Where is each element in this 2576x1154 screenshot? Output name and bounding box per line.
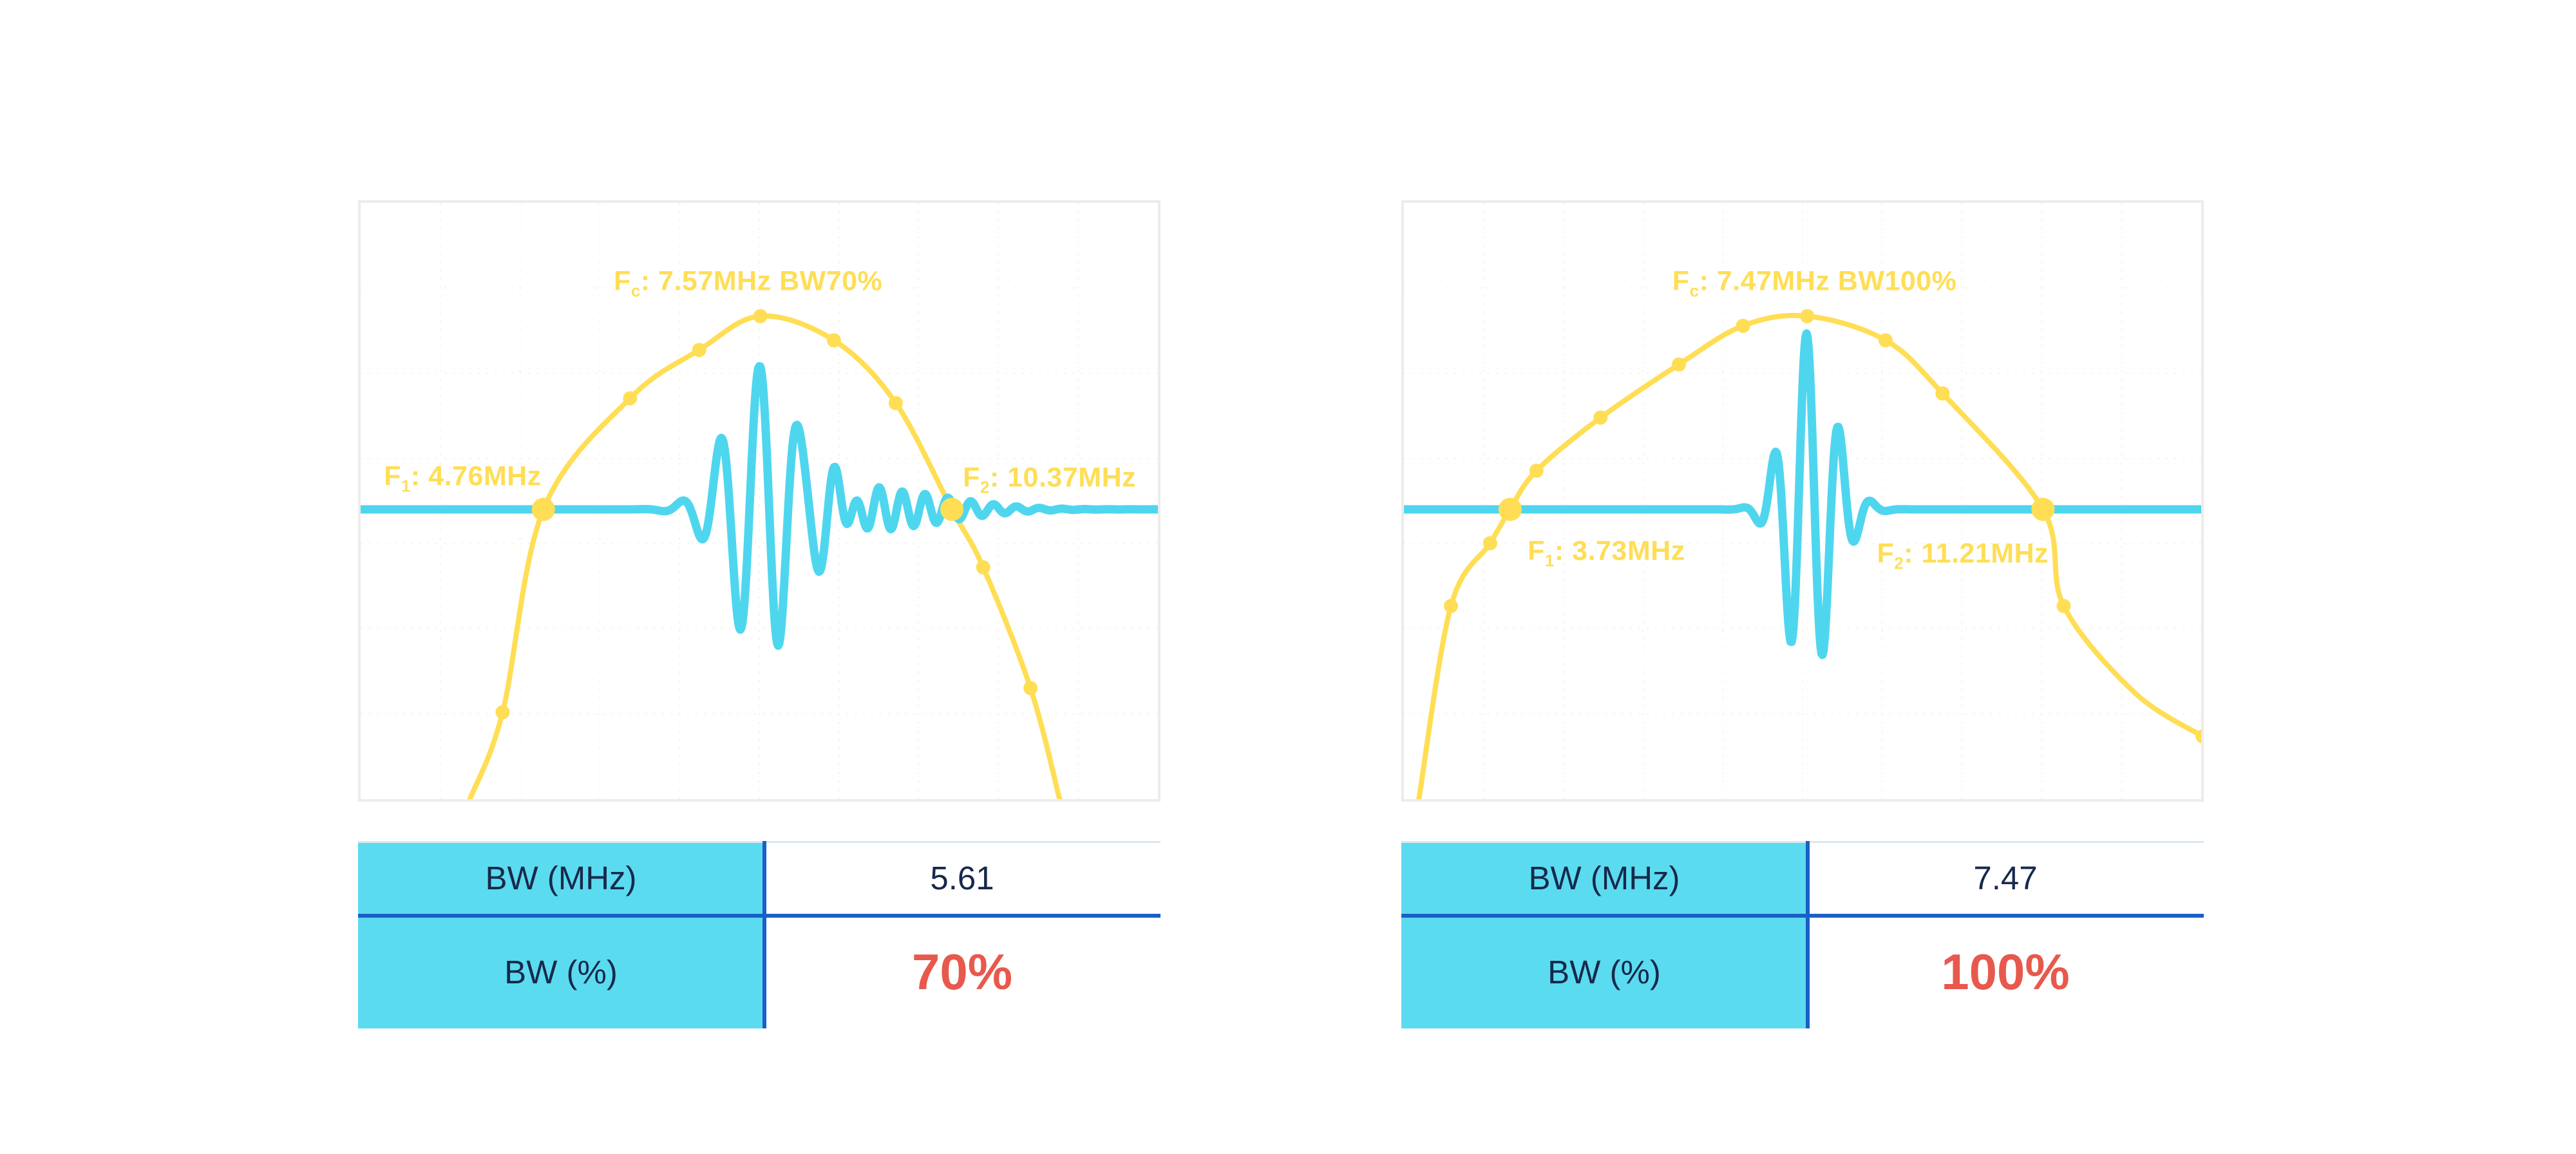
f2-value: : 11.21MHz xyxy=(1904,538,2049,569)
center-frequency-label: Fc: 7.57MHz BW70% xyxy=(614,266,882,301)
bw-mhz-label-cell: BW (MHz) xyxy=(358,841,764,915)
bandwidth-table-left: BW (MHz) 5.61 BW (%) 70% xyxy=(358,841,1160,1028)
spectrum-point xyxy=(888,395,903,410)
spectrum-point xyxy=(1529,463,1544,478)
spectrum-point xyxy=(1444,598,1459,613)
spectrum-plot-left xyxy=(361,203,1158,799)
spectrum-plot-right xyxy=(1404,203,2201,799)
bw-mhz-value-cell: 5.61 xyxy=(764,841,1160,915)
f2-subscript: 2 xyxy=(980,477,990,497)
table-column-divider xyxy=(1806,841,1810,1028)
table-middle-line xyxy=(1401,914,2204,918)
spectrum-point xyxy=(2195,729,2201,744)
f2-value: : 10.37MHz xyxy=(989,462,1137,493)
spectrum-point xyxy=(753,308,768,323)
fc-subscript: c xyxy=(630,281,641,301)
f2-prefix: F xyxy=(963,462,980,493)
spectrum-point xyxy=(1736,318,1750,333)
spectrum-point xyxy=(1482,536,1497,551)
table-top-line xyxy=(1401,841,2204,843)
spectrum-point xyxy=(1593,410,1608,425)
spectrum-point xyxy=(1023,681,1038,695)
bandwidth-table-right: BW (MHz) 7.47 BW (%) 100% xyxy=(1401,841,2204,1028)
f1-value: : 3.73MHz xyxy=(1554,535,1685,567)
table-top-line xyxy=(358,841,1160,843)
f1-subscript: 1 xyxy=(1544,551,1555,571)
spectrum-point xyxy=(2056,598,2071,613)
f1-prefix: F xyxy=(1528,535,1545,567)
table-row: BW (%) 100% xyxy=(1401,915,2204,1028)
spectrum-point xyxy=(623,391,638,406)
f2-subscript: 2 xyxy=(1894,553,1904,573)
f2-prefix: F xyxy=(1877,538,1895,569)
spectrum-chart-right: Fc: 7.47MHz BW100% F1: 3.73MHz F2: 11.21… xyxy=(1401,200,2204,802)
f1-subscript: 1 xyxy=(401,476,411,496)
spectrum-point xyxy=(1878,333,1893,348)
f1-label: F1: 3.73MHz xyxy=(1528,536,1685,571)
spectrum-point xyxy=(1800,308,1815,323)
spectrum-curve xyxy=(467,313,1063,799)
fc-subscript: c xyxy=(1689,281,1700,301)
f1-label: F1: 4.76MHz xyxy=(384,460,542,496)
table-middle-line xyxy=(358,914,1160,918)
crossing-point xyxy=(531,497,555,521)
crossing-point xyxy=(2031,497,2055,521)
spectrum-point xyxy=(976,560,990,574)
bw-mhz-value-cell: 7.47 xyxy=(1807,841,2204,915)
crossing-point xyxy=(940,497,964,521)
pulse-waveform xyxy=(1404,329,2201,659)
spectrum-point xyxy=(495,705,510,719)
center-frequency-label: Fc: 7.47MHz BW100% xyxy=(1672,266,1957,301)
bw-pct-label-cell: BW (%) xyxy=(358,915,764,1028)
f2-label: F2: 11.21MHz xyxy=(1877,538,2049,574)
spectrum-chart-left: Fc: 7.57MHz BW70% F1: 4.76MHz F2: 10.37M… xyxy=(358,200,1160,802)
bw-pct-label-cell: BW (%) xyxy=(1401,915,1807,1028)
spectrum-point xyxy=(1935,386,1950,401)
fc-value: : 7.57MHz BW70% xyxy=(640,265,883,297)
f1-value: : 4.76MHz xyxy=(410,460,542,492)
table-row: BW (MHz) 5.61 xyxy=(358,841,1160,915)
table-row: BW (MHz) 7.47 xyxy=(1401,841,2204,915)
fc-prefix: F xyxy=(1672,265,1690,297)
crossing-point xyxy=(1498,497,1522,521)
spectrum-point xyxy=(826,333,841,348)
spectrum-point xyxy=(1672,357,1687,372)
bw-pct-value-cell: 100% xyxy=(1807,915,2204,1028)
fc-value: : 7.47MHz BW100% xyxy=(1699,265,1957,297)
spectrum-point xyxy=(692,343,706,357)
fc-prefix: F xyxy=(614,265,631,297)
pulse-waveform xyxy=(361,362,1158,650)
bw-pct-value-cell: 70% xyxy=(764,915,1160,1028)
table-row: BW (%) 70% xyxy=(358,915,1160,1028)
f1-prefix: F xyxy=(384,460,401,492)
table-column-divider xyxy=(762,841,766,1028)
f2-label: F2: 10.37MHz xyxy=(963,462,1136,497)
bw-mhz-label-cell: BW (MHz) xyxy=(1401,841,1807,915)
